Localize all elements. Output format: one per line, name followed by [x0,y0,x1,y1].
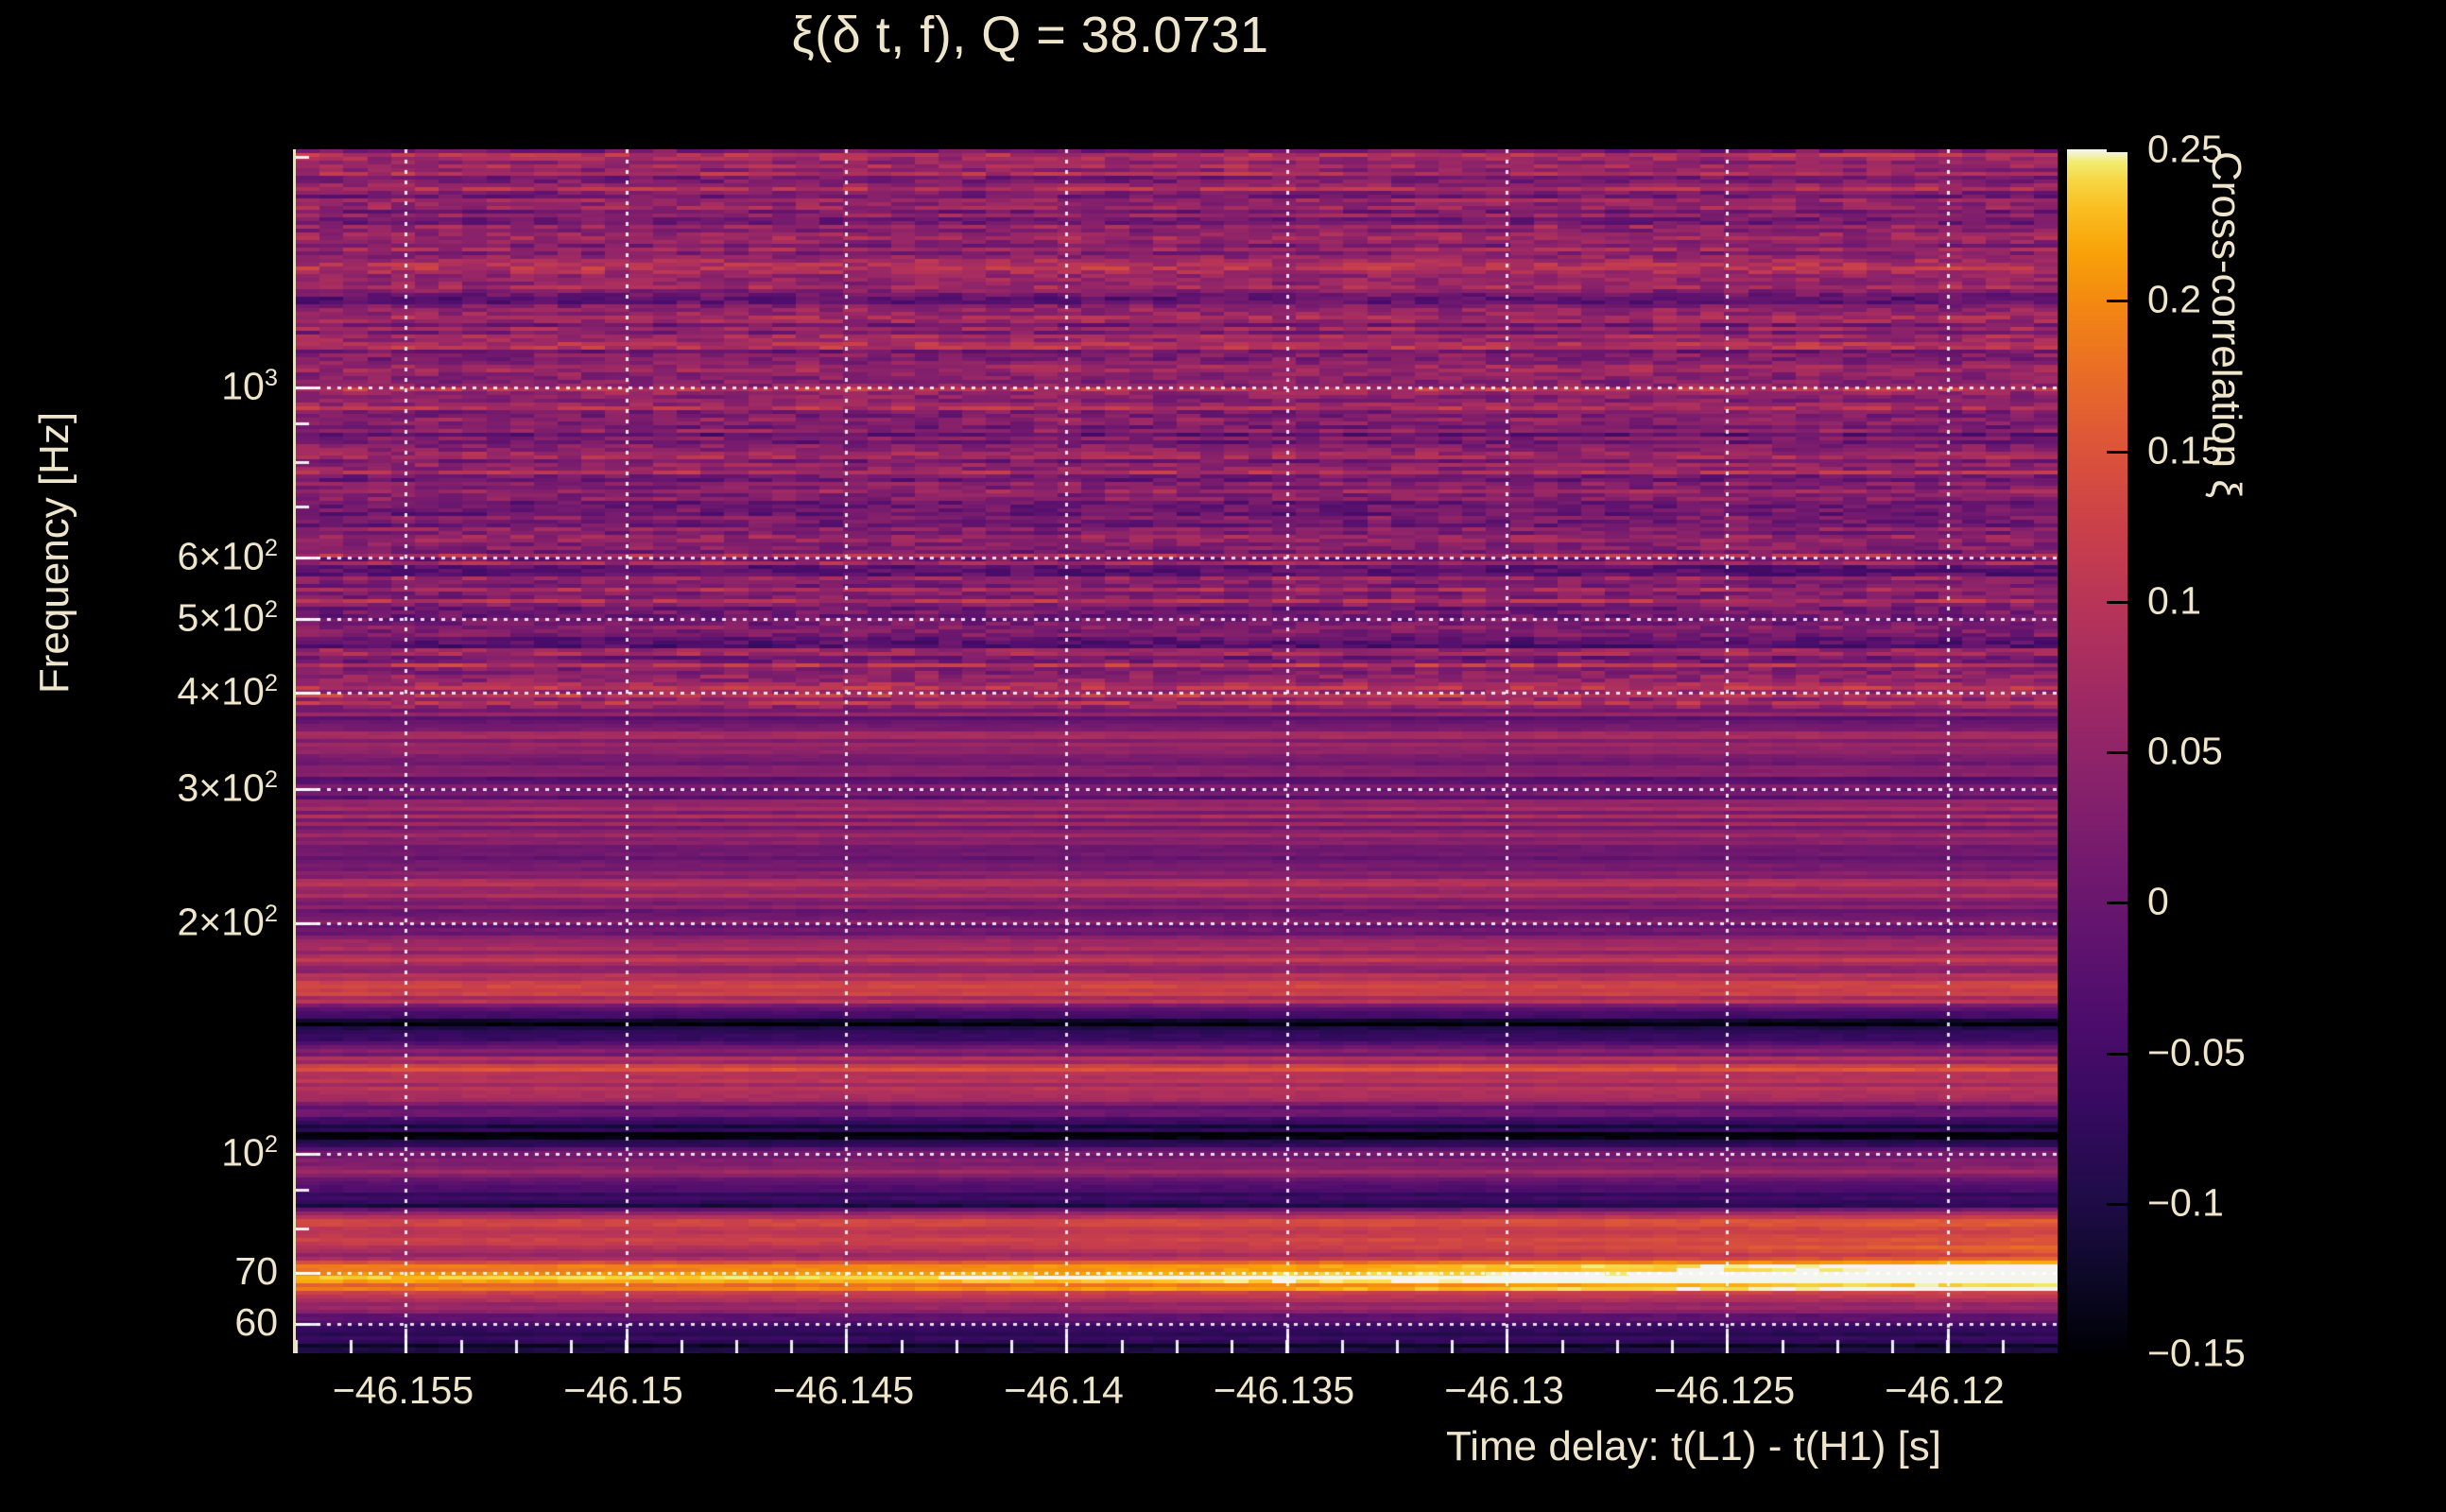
colorbar-tick-mark [2107,1350,2127,1353]
x-axis-tick-label: −46.135 [1213,1368,1355,1412]
x-axis-tick-label: −46.15 [563,1368,683,1412]
colorbar-tick-mark [2107,902,2127,905]
x-axis-tick-label: −46.12 [1885,1368,2005,1412]
colorbar-tick-mark [2107,751,2127,754]
colorbar-tick-label: 0.25 [2147,127,2223,171]
colorbar-tick-mark [2107,300,2127,303]
x-axis-tick-label: −46.155 [332,1368,474,1412]
colorbar-tick-label: −0.05 [2147,1030,2246,1074]
colorbar-tick-label: −0.1 [2147,1180,2224,1225]
heatmap-plot-area [293,149,2058,1353]
colorbar [2067,149,2127,1353]
colorbar-tick-mark [2107,1202,2127,1206]
x-axis-title: Time delay: t(L1) - t(H1) [s] [1446,1423,1942,1469]
colorbar-tick-mark [2107,1052,2127,1056]
chart-title: ξ(δ t, f), Q = 38.0731 [791,7,1269,63]
y-axis-title: Frequency [Hz] [31,411,78,695]
y-axis-tick-label: 2×102 [177,900,279,944]
x-axis-tick-label: −46.145 [772,1368,915,1412]
colorbar-title: Cross-correlation ξ [2203,151,2249,498]
x-axis-tick-label: −46.125 [1653,1368,1796,1412]
y-axis-tick-label: 70 [234,1249,278,1294]
colorbar-tick-label: 0.2 [2147,277,2201,321]
y-axis-tick-label: 4×102 [177,669,279,713]
colorbar-tick-label: 0.1 [2147,578,2201,623]
colorbar-tick-mark [2107,149,2127,152]
y-axis-tick-label: 103 [221,365,278,409]
colorbar-tick-label: 0 [2147,879,2169,923]
y-axis-tick-label: 102 [221,1131,278,1176]
y-axis-tick-label: 3×102 [177,765,279,810]
colorbar-tick-label: 0.05 [2147,729,2223,773]
x-axis-tick-label: −46.14 [1004,1368,1124,1412]
colorbar-tick-mark [2107,450,2127,454]
x-axis-tick-label: −46.13 [1444,1368,1564,1412]
colorbar-tick-label: −0.15 [2147,1331,2246,1375]
y-axis-tick-label: 60 [234,1300,278,1345]
y-axis-tick-label: 6×102 [177,535,279,579]
y-axis-tick-label: 5×102 [177,595,279,640]
grid-overlay [296,149,2058,1353]
colorbar-tick-label: 0.15 [2147,428,2223,472]
colorbar-tick-mark [2107,600,2127,604]
